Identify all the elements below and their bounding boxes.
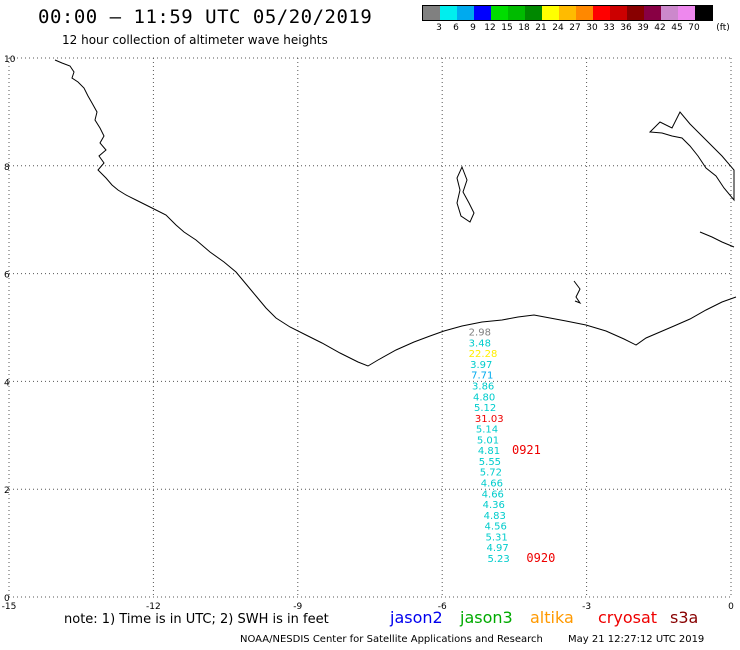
legend-swatch-5 [508, 6, 525, 20]
satellite-cryosat: cryosat [598, 608, 658, 627]
legend-label: 39 [637, 23, 649, 33]
satellite-jason3: jason3 [460, 608, 513, 627]
legend-swatch-14 [661, 6, 678, 20]
swh-value: 4.66 [481, 479, 503, 490]
swh-value: 5.01 [477, 435, 499, 446]
legend-label: 70 [688, 23, 700, 33]
swh-value: 5.12 [474, 403, 496, 414]
swh-value: 7.71 [471, 371, 493, 382]
grid-lines [8, 57, 732, 598]
legend-label: 27 [569, 23, 581, 33]
x-tick-label: -6 [438, 602, 447, 612]
coastline-island-b [573, 280, 582, 305]
y-tick-label: 10 [4, 55, 16, 65]
x-tick-label: -3 [582, 602, 591, 612]
map-subtitle: 12 hour collection of altimeter wave hei… [62, 33, 328, 47]
legend-label: 45 [671, 23, 683, 33]
legend-swatch-15 [678, 6, 695, 20]
satellite-jason2: jason2 [390, 608, 443, 627]
map-title: 00:00 – 11:59 UTC 05/20/2019 [38, 6, 373, 28]
x-tick-label: -15 [2, 602, 17, 612]
swh-value: 31.03 [475, 414, 504, 425]
legend-swatch-8 [559, 6, 576, 20]
axis-labels: -15 -12 -9 -6 -3 0 0 2 4 6 8 10 [2, 55, 734, 612]
legend-swatch-6 [525, 6, 542, 20]
legend-swatch-10 [593, 6, 610, 20]
legend-swatch-11 [610, 6, 627, 20]
legend-swatch-4 [491, 6, 508, 20]
legend-swatch-3 [474, 6, 491, 20]
swh-value: 4.83 [484, 511, 506, 522]
coastline-mainland [54, 59, 737, 367]
credit-line: NOAA/NESDIS Center for Satellite Applica… [240, 634, 543, 645]
coastline [54, 59, 737, 367]
y-tick-label: 4 [4, 378, 10, 388]
swh-value: 4.81 [478, 446, 500, 457]
footnote: note: 1) Time is in UTC; 2) SWH is in fe… [64, 612, 329, 627]
swh-value: 4.80 [473, 392, 495, 403]
legend-swatch-2 [457, 6, 474, 20]
legend-swatch-16 [695, 6, 712, 20]
satellite-s3a: s3a [670, 608, 699, 627]
legend-label: 33 [603, 23, 615, 33]
legend-swatch-12 [627, 6, 644, 20]
swh-observations: 2.983.4822.283.977.713.864.805.1231.035.… [469, 328, 510, 565]
legend-label: 36 [620, 23, 632, 33]
pass-time-label: 0921 [512, 443, 541, 457]
pass-time-labels: 0921 0920 [512, 443, 555, 565]
generation-timestamp: May 21 12:27:12 UTC 2019 [568, 634, 705, 645]
swh-value: 5.72 [480, 468, 502, 479]
legend-label: (ft) [716, 23, 730, 33]
swh-value: 5.14 [476, 425, 498, 436]
legend-swatch-13 [644, 6, 661, 20]
legend-swatch-0 [423, 6, 440, 20]
swh-value: 5.23 [487, 554, 509, 565]
legend-label: 12 [484, 23, 496, 33]
legend-swatch-9 [576, 6, 593, 20]
y-tick-label: 6 [4, 271, 10, 281]
swh-value: 2.98 [469, 328, 491, 339]
legend-label: 9 [470, 23, 476, 33]
legend-label: 15 [501, 23, 513, 33]
legend-label: 24 [552, 23, 564, 33]
swh-value: 4.36 [483, 500, 505, 511]
swh-value: 3.48 [469, 338, 491, 349]
swh-value: 5.31 [486, 532, 508, 543]
y-tick-label: 2 [4, 486, 10, 496]
satellite-altika: altika [530, 608, 574, 627]
color-legend: 3 6 9 12 15 18 21 24 27 30 33 36 39 42 45 70 (ft) [422, 5, 730, 35]
legend-label: 6 [453, 23, 459, 33]
legend-label: 18 [518, 23, 530, 33]
swh-value: 4.97 [486, 543, 508, 554]
legend-swatch-7 [542, 6, 559, 20]
swh-value: 4.56 [485, 522, 507, 533]
coastline-island-a [456, 165, 475, 223]
legend-swatches [422, 5, 713, 21]
y-tick-label: 8 [4, 163, 10, 173]
legend-labels: 3 6 9 12 15 18 21 24 27 30 33 36 39 42 45 70 (ft) [422, 21, 730, 35]
legend-label: 3 [436, 23, 442, 33]
x-tick-label: -9 [293, 602, 302, 612]
coastline-east-shore [699, 231, 735, 248]
legend-label: 21 [535, 23, 547, 33]
legend-label: 42 [654, 23, 666, 33]
legend-swatch-1 [440, 6, 457, 20]
swh-value: 5.55 [479, 457, 501, 468]
y-tick-label: 0 [4, 594, 10, 604]
x-tick-label: 0 [728, 602, 734, 612]
pass-time-label: 0920 [526, 551, 555, 565]
coastline-region-ne [648, 111, 735, 202]
legend-label: 30 [586, 23, 598, 33]
swh-value: 22.28 [469, 349, 498, 360]
x-tick-label: -12 [146, 602, 161, 612]
swh-value: 3.86 [472, 381, 494, 392]
swh-value: 4.66 [482, 489, 504, 500]
swh-value: 3.97 [470, 360, 492, 371]
